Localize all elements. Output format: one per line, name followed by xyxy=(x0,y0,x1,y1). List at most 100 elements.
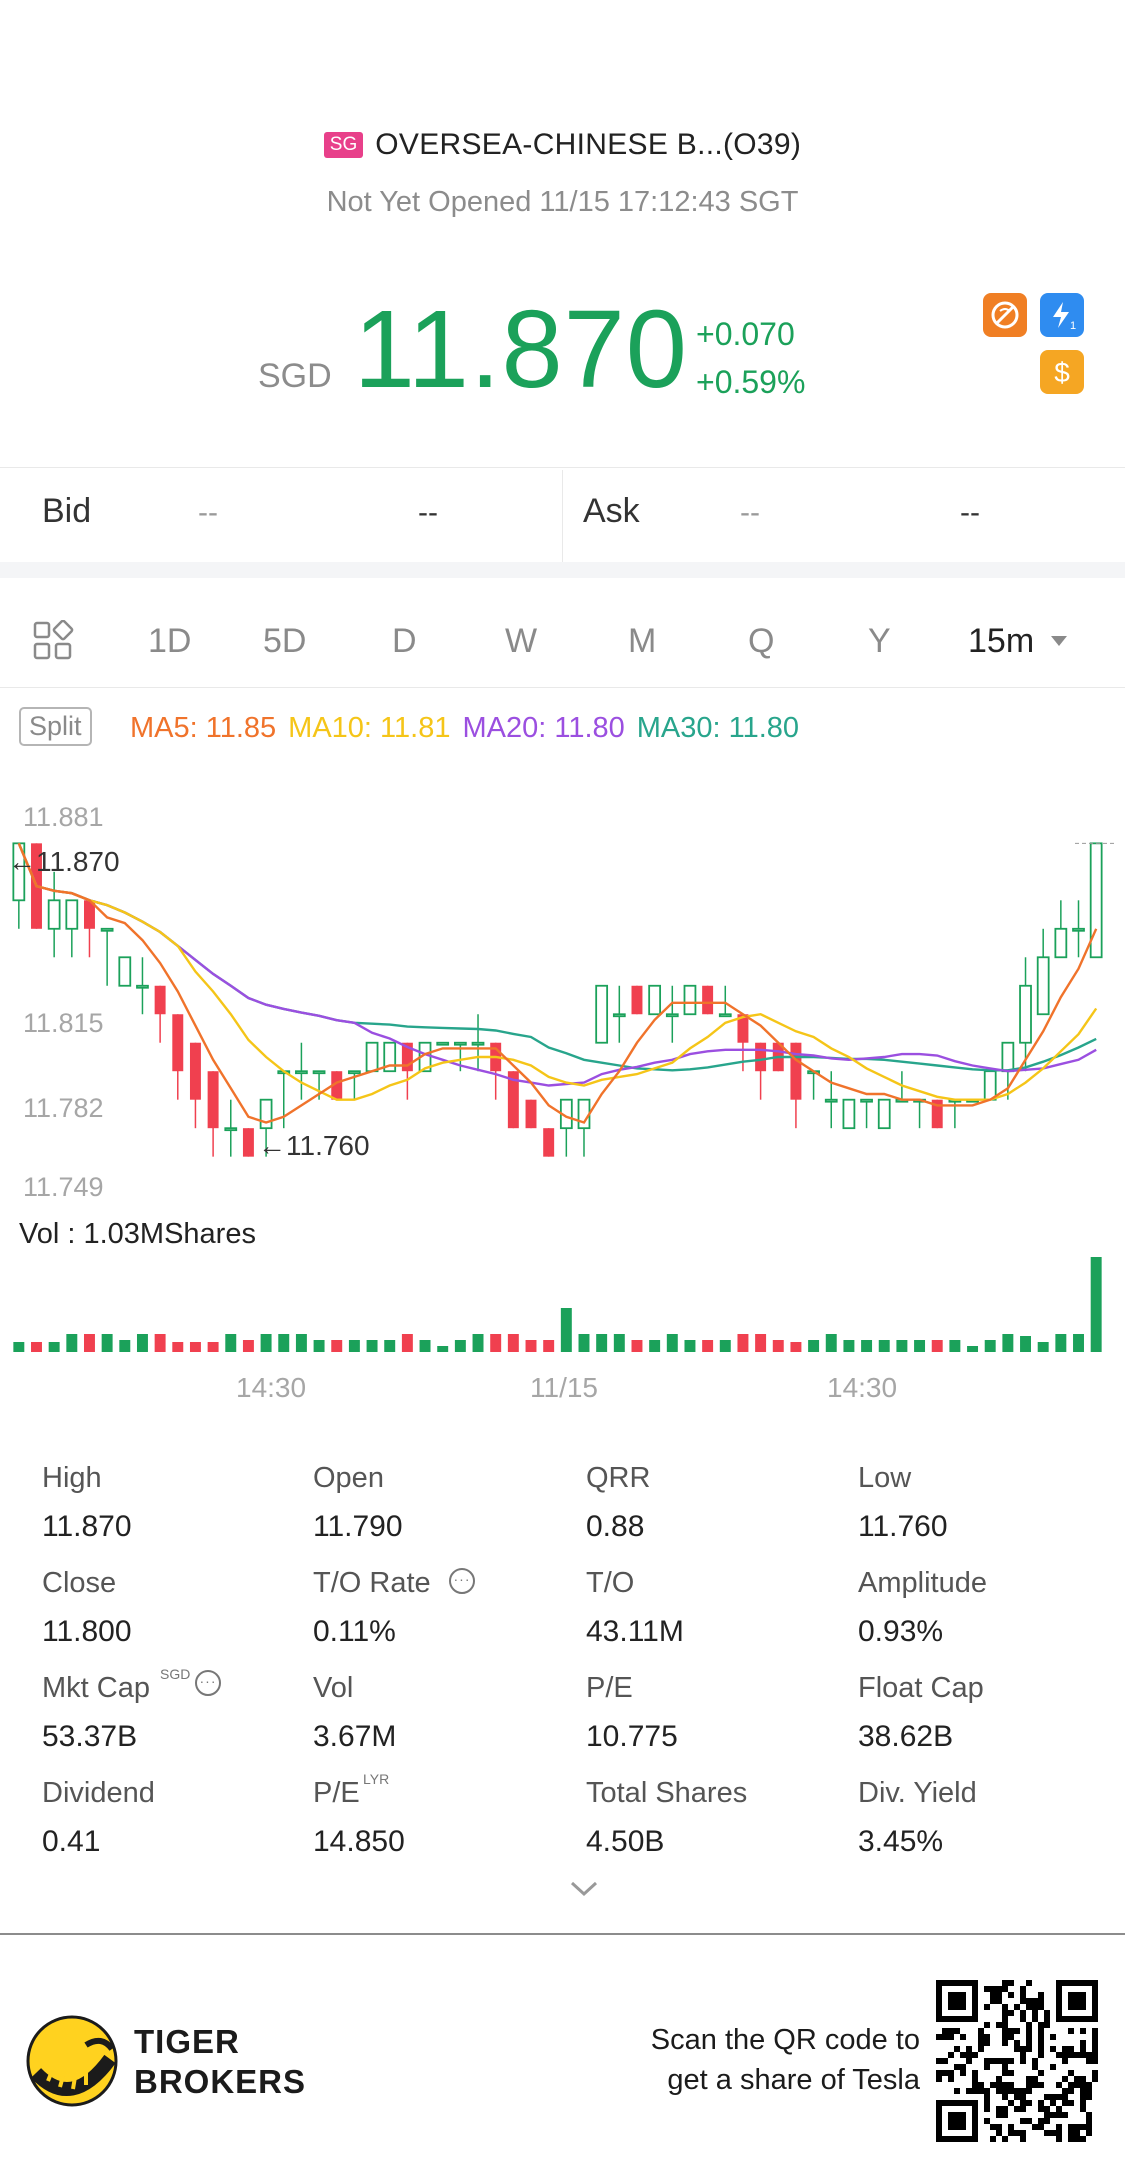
candle-up[interactable] xyxy=(453,1041,467,1046)
candle-down[interactable] xyxy=(189,1042,201,1100)
stat-label: Close xyxy=(42,1567,117,1599)
volume-bar xyxy=(507,1334,519,1352)
tab-15m[interactable]: 15m xyxy=(968,622,1035,660)
candle-up[interactable] xyxy=(295,1070,308,1075)
volume-bar xyxy=(278,1334,290,1352)
candle-up[interactable] xyxy=(824,1098,838,1103)
tab-1d[interactable]: 1D xyxy=(148,622,192,660)
candlestick-chart[interactable] xyxy=(0,790,1125,1210)
candle-up[interactable] xyxy=(65,899,79,930)
candle-down[interactable] xyxy=(331,1071,343,1100)
candle-up[interactable] xyxy=(136,984,149,989)
volume-bar xyxy=(755,1334,767,1352)
candle-up[interactable] xyxy=(348,1070,361,1075)
qr-code[interactable] xyxy=(936,1980,1098,2142)
volume-bar xyxy=(896,1340,908,1352)
volume-bar xyxy=(13,1342,25,1352)
layout-grid-icon[interactable] xyxy=(32,619,74,667)
tab-q[interactable]: Q xyxy=(748,622,775,660)
candle-up[interactable] xyxy=(224,1127,238,1132)
tab-y[interactable]: Y xyxy=(868,622,891,660)
change-percent: +0.59% xyxy=(696,364,806,400)
stat-value: 0.41 xyxy=(42,1825,101,1858)
tab-w[interactable]: W xyxy=(505,622,538,660)
dollar-icon[interactable]: $ xyxy=(1040,350,1084,394)
candle-down[interactable] xyxy=(931,1099,943,1129)
volume-label: Vol : 1.03MShares xyxy=(19,1218,256,1250)
candle-up[interactable] xyxy=(1019,984,1032,1044)
candle-up[interactable] xyxy=(648,984,662,1016)
candle-up[interactable] xyxy=(595,984,609,1044)
stock-name[interactable]: OVERSEA-CHINESE B...(O39) xyxy=(375,128,802,161)
split-button[interactable]: Split xyxy=(19,707,92,746)
candle-up[interactable] xyxy=(718,1013,732,1018)
ask-label: Ask xyxy=(583,492,640,530)
volume-chart[interactable] xyxy=(0,1250,1125,1360)
to-rate-info-icon[interactable]: ··· xyxy=(449,1568,475,1594)
candle-down[interactable] xyxy=(507,1071,519,1129)
candle-down[interactable] xyxy=(737,1014,749,1043)
candle-down[interactable] xyxy=(755,1042,767,1072)
candle-up[interactable] xyxy=(47,899,61,930)
candle-up[interactable] xyxy=(471,1041,485,1046)
caret-down-icon[interactable] xyxy=(1050,634,1068,652)
candle-up[interactable] xyxy=(1072,927,1085,932)
candle-up[interactable] xyxy=(860,1098,873,1103)
candle-up[interactable] xyxy=(118,956,132,987)
tab-d[interactable]: D xyxy=(392,622,417,660)
candle-up[interactable] xyxy=(842,1098,856,1130)
candle-down[interactable] xyxy=(790,1042,802,1100)
candle-up[interactable] xyxy=(1001,1041,1015,1073)
market-status: Not Yet Opened 11/15 17:12:43 SGT xyxy=(326,186,799,218)
candle-up[interactable] xyxy=(259,1098,273,1130)
candle-up[interactable] xyxy=(577,1098,591,1130)
volume-bar xyxy=(119,1340,131,1352)
tiger-logo-icon xyxy=(26,2015,118,2112)
candle-up[interactable] xyxy=(312,1070,326,1075)
candle-down[interactable] xyxy=(172,1014,184,1072)
candle-up[interactable] xyxy=(983,1070,997,1101)
candle-up[interactable] xyxy=(612,1013,626,1018)
volume-bar xyxy=(1020,1336,1031,1352)
ma5-line xyxy=(17,842,1098,1124)
candle-down[interactable] xyxy=(207,1071,219,1129)
volume-bar xyxy=(295,1334,307,1352)
candle-up[interactable] xyxy=(665,1013,679,1018)
stat-value: 53.37B xyxy=(42,1720,138,1753)
candle-down[interactable] xyxy=(543,1128,555,1157)
volume-bar xyxy=(843,1340,855,1352)
candle-down[interactable] xyxy=(525,1099,537,1129)
candle-up[interactable] xyxy=(383,1041,397,1073)
candle-up[interactable] xyxy=(365,1041,379,1073)
candle-down[interactable] xyxy=(702,985,714,1015)
candle-up[interactable] xyxy=(436,1041,450,1046)
candle-up[interactable] xyxy=(877,1098,891,1130)
candle-down[interactable] xyxy=(84,900,95,929)
candle-up[interactable] xyxy=(100,927,114,932)
candle-down[interactable] xyxy=(631,985,643,1015)
candle-down[interactable] xyxy=(242,1128,254,1157)
no-short-icon[interactable] xyxy=(983,293,1027,337)
tab-5d[interactable]: 5D xyxy=(263,622,307,660)
expand-chevron-icon[interactable] xyxy=(570,1880,598,1903)
candle-down[interactable] xyxy=(154,985,166,1015)
volume-bar xyxy=(242,1340,254,1352)
stat-value: 3.45% xyxy=(858,1825,944,1858)
candle-up[interactable] xyxy=(1054,927,1068,959)
stat-superscript: LYR xyxy=(363,1771,390,1787)
volume-bar xyxy=(136,1334,148,1352)
volume-bar xyxy=(472,1334,484,1352)
stat-value: 4.50B xyxy=(586,1825,665,1858)
tab-m[interactable]: M xyxy=(628,622,657,660)
candle-down[interactable] xyxy=(401,1042,413,1072)
lightning-level1-icon[interactable]: 1 xyxy=(1040,293,1084,337)
stat-label: Dividend xyxy=(42,1777,155,1809)
price-change: +0.070 +0.59% xyxy=(696,310,805,406)
ma20-line xyxy=(17,842,1097,1087)
ask-price: -- xyxy=(740,496,760,529)
volume-bar xyxy=(613,1334,625,1352)
stat-value: 43.11M xyxy=(586,1615,684,1648)
mkt-cap-info-icon[interactable]: ··· xyxy=(195,1670,221,1696)
candle-up[interactable] xyxy=(683,984,697,1016)
candle-up[interactable] xyxy=(1036,956,1050,1016)
